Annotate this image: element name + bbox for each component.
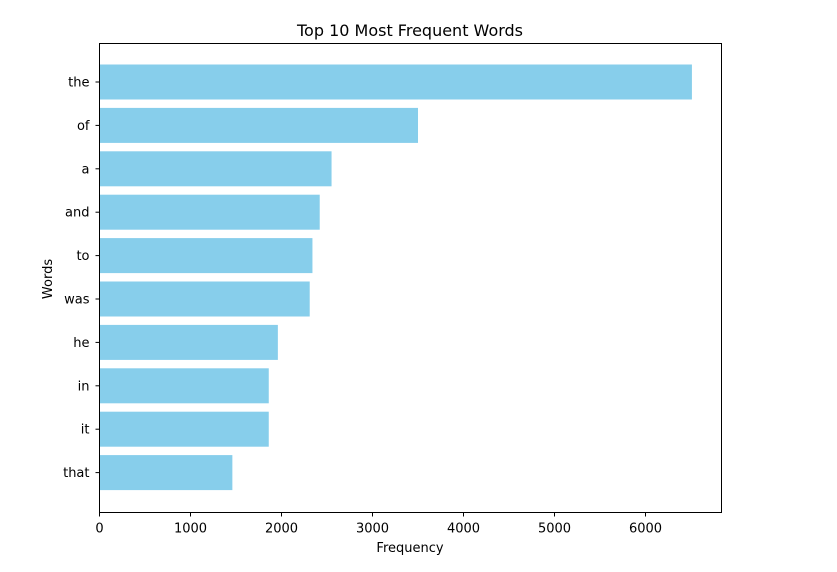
y-tick-label: a bbox=[82, 162, 90, 177]
y-tick-label: to bbox=[76, 249, 89, 264]
bar-it bbox=[99, 411, 269, 447]
x-tick-label: 1000 bbox=[174, 522, 207, 537]
y-axis-label: Words bbox=[41, 259, 56, 299]
x-tick-label: 2000 bbox=[265, 522, 298, 537]
y-tick-label: the bbox=[68, 76, 89, 91]
plot-frame bbox=[99, 43, 722, 513]
x-tick-label: 6000 bbox=[629, 522, 662, 537]
bar-and bbox=[99, 194, 320, 230]
x-tick-label: 0 bbox=[95, 522, 103, 537]
x-axis-label: Frequency bbox=[376, 541, 443, 556]
bar-a bbox=[99, 151, 332, 187]
y-tick-label: and bbox=[65, 206, 89, 221]
bars-group bbox=[99, 64, 692, 491]
bar-that bbox=[99, 455, 233, 491]
x-tick-label: 5000 bbox=[538, 522, 571, 537]
x-tick-label: 4000 bbox=[447, 522, 480, 537]
y-tick-label: he bbox=[73, 336, 89, 351]
chart-title: Top 10 Most Frequent Words bbox=[296, 21, 523, 40]
bar-to bbox=[99, 238, 313, 274]
bar-was bbox=[99, 281, 310, 317]
bar-of bbox=[99, 107, 419, 143]
y-tick-label: of bbox=[77, 119, 90, 134]
x-ticks-group: 0 1000 2000 3000 4000 5000 6000 bbox=[95, 512, 662, 537]
y-tick-label: in bbox=[78, 379, 90, 394]
y-tick-label: that bbox=[63, 466, 89, 481]
bar-the bbox=[99, 64, 692, 100]
y-tick-label: was bbox=[64, 293, 90, 308]
y-ticks-group: the of a and to was he in it that bbox=[63, 76, 100, 481]
x-tick-label: 3000 bbox=[356, 522, 389, 537]
bar-he bbox=[99, 324, 278, 360]
bar-in bbox=[99, 368, 269, 404]
y-tick-label: it bbox=[81, 423, 90, 438]
